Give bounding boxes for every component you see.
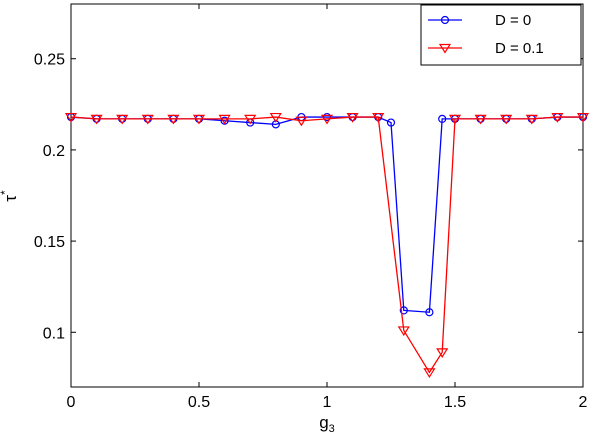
legend-entry-1: D = 0 [428, 12, 531, 29]
legend-marker [440, 15, 450, 25]
data-point [244, 114, 257, 125]
legend-entry-2: D = 0.1 [428, 40, 544, 57]
data-point [425, 308, 434, 317]
legend: D = 0 D = 0.1 [420, 4, 582, 66]
data-point [500, 114, 513, 125]
x-tick-label: 2 [579, 394, 588, 411]
data-point [295, 116, 308, 127]
data-point [474, 114, 487, 125]
y-tick-label: 0.2 [43, 143, 65, 160]
legend-marker [438, 43, 452, 54]
y-axis-label-superscript: * [0, 190, 12, 195]
data-point [438, 114, 447, 124]
series-2 [64, 112, 590, 379]
x-tick-label: 0 [67, 394, 76, 411]
data-point [436, 348, 449, 358]
data-point [320, 114, 334, 125]
y-tick-label: 0.25 [34, 52, 65, 69]
y-axis-label: τ* [0, 190, 20, 202]
data-point [386, 118, 396, 127]
x-axis-label-subscript: 3 [329, 423, 335, 435]
y-tick-label: 0.1 [43, 325, 65, 342]
data-point [218, 114, 231, 125]
data-point [90, 114, 103, 125]
series-line [70, 116, 583, 374]
legend-box [420, 4, 582, 66]
legend-label: D = 0.1 [495, 40, 544, 57]
data-point [525, 114, 538, 125]
series-layer [64, 112, 590, 379]
x-tick-label: 0.5 [188, 394, 210, 411]
y-axis-label-main: τ [1, 195, 20, 202]
x-tick-label: 1 [323, 394, 332, 411]
data-point [397, 326, 410, 337]
plot-area [70, 3, 584, 388]
data-point [399, 306, 408, 315]
x-axis-label-main: g [319, 413, 328, 432]
data-point [372, 112, 385, 123]
legend-label: D = 0 [495, 12, 531, 29]
data-point [448, 114, 462, 125]
data-point [64, 112, 78, 123]
legend-items: D = 0 D = 0.1 [428, 12, 544, 57]
data-point [167, 114, 180, 125]
y-tick-label: 0.15 [34, 234, 65, 251]
data-point [423, 368, 436, 379]
x-axis-label: g3 [319, 413, 335, 435]
data-point [141, 114, 154, 125]
data-point [576, 112, 590, 123]
x-tick-label: 1.5 [444, 394, 466, 411]
data-point [116, 114, 129, 125]
data-point [346, 112, 359, 123]
data-point [269, 112, 282, 123]
data-point [192, 114, 206, 125]
data-point [551, 112, 564, 123]
axis-ticks: 0 0.5 1 1.5 2 0.1 0.15 0.2 0.25 [34, 4, 588, 411]
